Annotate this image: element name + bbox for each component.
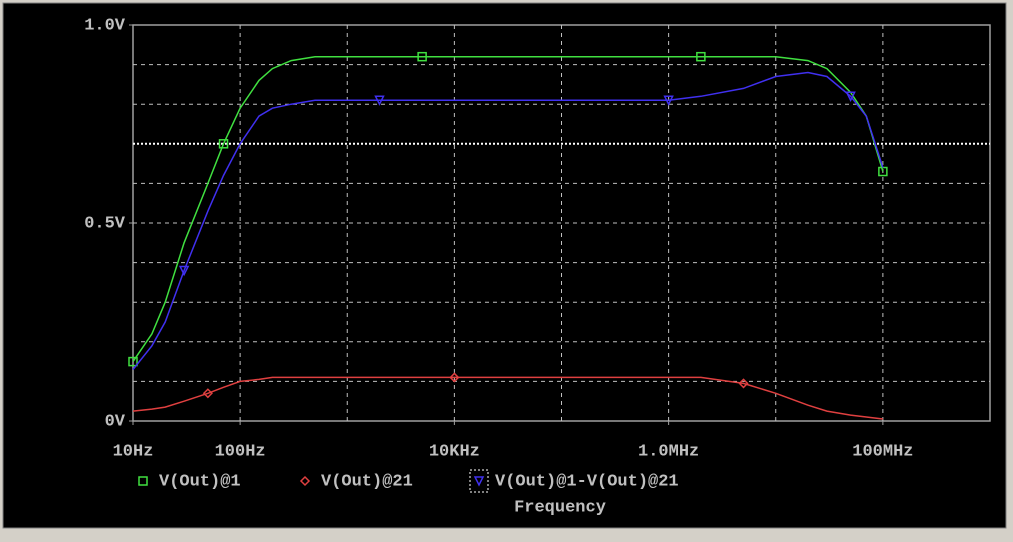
data-marker bbox=[374, 95, 385, 106]
y-tick-label: 1.0V bbox=[84, 16, 126, 35]
legend-marker bbox=[138, 476, 148, 486]
x-tick-label: 10Hz bbox=[113, 442, 154, 461]
legend-label: V(Out)@21 bbox=[321, 472, 413, 491]
data-marker bbox=[218, 139, 229, 149]
legend-label: V(Out)@1-V(Out)@21 bbox=[495, 472, 679, 491]
data-marker bbox=[202, 388, 213, 399]
series-line bbox=[132, 71, 884, 370]
data-marker bbox=[417, 51, 427, 62]
y-tick-label: 0V bbox=[105, 412, 126, 431]
series-line bbox=[132, 376, 883, 420]
x-axis-label: Frequency bbox=[514, 498, 606, 517]
data-marker bbox=[696, 51, 706, 62]
plot-window bbox=[2, 2, 1007, 529]
legend-selection bbox=[469, 469, 489, 493]
x-tick-label: 100Hz bbox=[215, 442, 266, 461]
legend-marker bbox=[473, 476, 485, 487]
x-tick-label: 1.0MHz bbox=[638, 442, 699, 461]
x-tick-label: 100MHz bbox=[852, 442, 913, 461]
data-marker bbox=[449, 372, 460, 383]
x-tick-label: 10KHz bbox=[429, 442, 480, 461]
data-marker bbox=[663, 95, 674, 106]
data-marker bbox=[178, 265, 190, 277]
y-tick-label: 0.5V bbox=[84, 214, 126, 233]
data-marker bbox=[845, 91, 856, 102]
data-marker bbox=[128, 356, 138, 367]
legend-label: V(Out)@1 bbox=[159, 472, 241, 491]
series-line bbox=[132, 55, 884, 363]
data-marker bbox=[738, 378, 749, 389]
legend-marker bbox=[299, 475, 311, 487]
